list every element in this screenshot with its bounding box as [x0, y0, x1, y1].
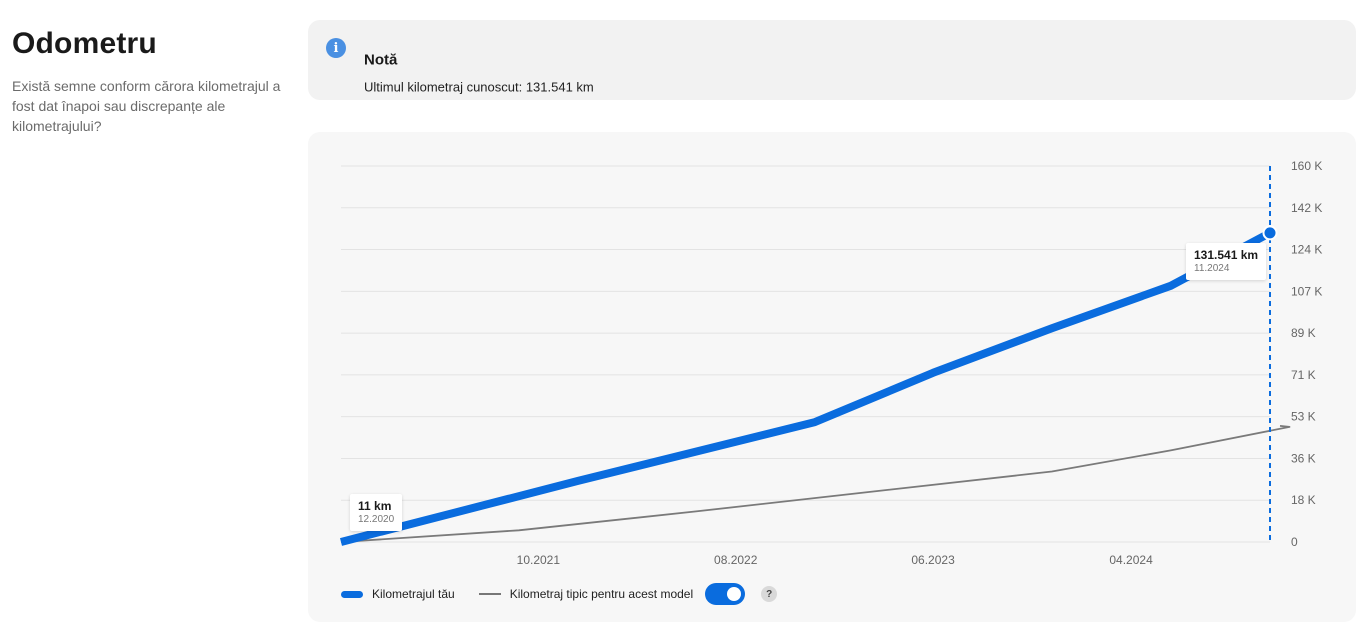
odometer-chart-card: 0 18 K 36 K 53 K 71 K 89 K 107 K 124 K 142 K 160 …	[308, 132, 1356, 622]
typical-mileage-toggle[interactable]	[705, 583, 746, 605]
toggle-knob	[727, 587, 742, 601]
note-text: Ultimul kilometraj cunoscut: 131.541 km	[364, 79, 594, 95]
y-tick-label: 124 K	[1291, 243, 1322, 257]
my-mileage-line	[340, 229, 1272, 546]
y-tick-label: 0	[1291, 535, 1298, 549]
x-tick-label: 10.2021	[517, 553, 561, 567]
last-reading-point	[1262, 225, 1278, 241]
note-panel: i Notă Ultimul kilometraj cunoscut: 131.…	[308, 20, 1356, 100]
y-tick-label: 89 K	[1291, 326, 1316, 340]
y-tick-label: 53 K	[1291, 410, 1316, 424]
callout-end-date: 11.2024	[1194, 263, 1230, 274]
info-icon: i	[326, 38, 346, 58]
note-title: Notă	[364, 51, 398, 69]
page-description: Există semne conform cărora kilometrajul…	[12, 78, 281, 134]
legend-label-mine: Kilometrajul tău	[372, 587, 455, 601]
odometer-chart: 0 18 K 36 K 53 K 71 K 89 K 107 K 124 K 142 K 160 …	[340, 159, 1322, 567]
x-tick-label: 08.2022	[714, 553, 758, 567]
y-tick-label: 18 K	[1291, 493, 1316, 507]
y-tick-label: 142 K	[1291, 201, 1322, 215]
x-tick-label: 04.2024	[1109, 553, 1153, 567]
callout-end-value: 131.541 km	[1194, 248, 1259, 262]
end-value-callout: 131.541 km 11.2024	[1186, 243, 1267, 280]
start-value-callout: 11 km 12.2020	[350, 494, 403, 531]
y-tick-label: 36 K	[1291, 451, 1316, 465]
chart-legend: Kilometrajul tău Kilometraj tipic pentru…	[341, 583, 778, 605]
legend-label-typical: Kilometraj tipic pentru acest model	[509, 587, 694, 601]
x-tick-label: 06.2023	[911, 553, 955, 567]
callout-start-value: 11 km	[358, 499, 392, 513]
callout-start-date: 12.2020	[358, 514, 395, 525]
page-title: Odometru	[12, 27, 157, 60]
legend-swatch-typical	[478, 593, 501, 595]
y-tick-label: 160 K	[1291, 159, 1322, 173]
y-tick-label: 107 K	[1291, 284, 1322, 298]
typical-mileage-line	[340, 425, 1291, 543]
left-column: Odometru Există semne conform cărora kil…	[12, 26, 282, 136]
help-icon[interactable]: ?	[761, 586, 778, 602]
y-tick-label: 71 K	[1291, 368, 1316, 382]
legend-swatch-mine	[341, 590, 363, 598]
